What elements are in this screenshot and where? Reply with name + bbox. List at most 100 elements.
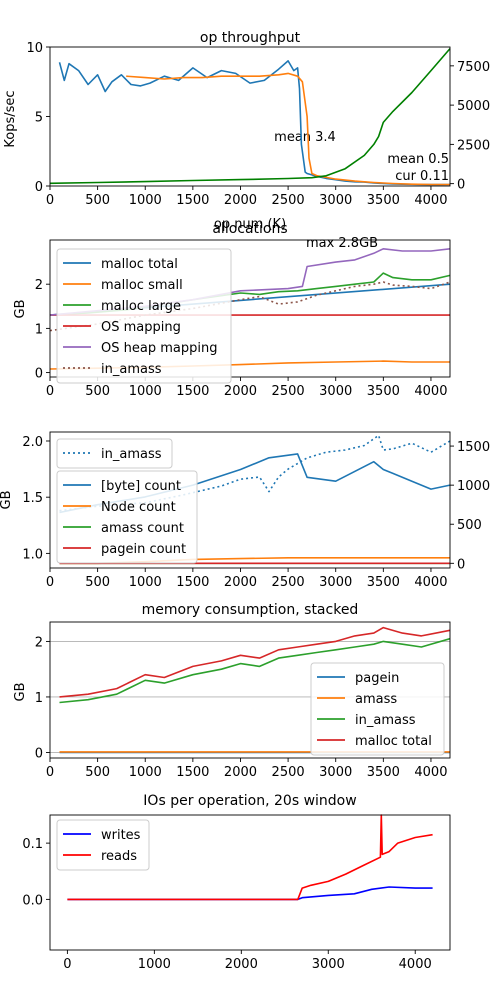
max-annotation: max 2.8GB xyxy=(306,236,378,251)
x-tick-label: 2000 xyxy=(224,193,257,208)
legend-label: [byte] count xyxy=(101,479,181,494)
x-tick-label: 0 xyxy=(46,193,54,208)
legend-box xyxy=(56,248,232,384)
throughput-xlabel: op num (K) xyxy=(214,217,286,232)
current-annotation: cur 0.11 xyxy=(395,169,449,184)
y-tick-label: 0.1 xyxy=(22,837,43,852)
stacked-ylabel: GB xyxy=(13,683,28,702)
legend-box xyxy=(310,662,445,756)
y-tick-label: 0.0 xyxy=(22,893,43,908)
x-tick-label: 1000 xyxy=(129,575,162,590)
y-tick-label: 1.0 xyxy=(22,547,43,562)
legend-label: OS heap mapping xyxy=(101,341,217,356)
x-tick-label: 3500 xyxy=(367,193,400,208)
x-tick-label: 3000 xyxy=(319,193,352,208)
y2-tick-label: 0 xyxy=(457,557,465,572)
x-tick-label: 500 xyxy=(85,384,110,399)
x-tick-label: 4000 xyxy=(414,193,447,208)
x-tick-label: 500 xyxy=(85,575,110,590)
mean-annotation: mean 3.4 xyxy=(274,130,336,145)
y2-tick-label: 2500 xyxy=(457,138,490,153)
x-tick-label: 1500 xyxy=(176,575,209,590)
legend-label: OS mapping xyxy=(101,320,181,335)
x-tick-label: 1000 xyxy=(129,765,162,780)
series-line xyxy=(126,72,450,186)
x-tick-label: 0 xyxy=(46,575,54,590)
x-tick-label: 1000 xyxy=(129,384,162,399)
x-tick-label: 2000 xyxy=(224,575,257,590)
x-tick-label: 2500 xyxy=(272,765,305,780)
counts-ylabel: GB xyxy=(0,491,14,510)
y-tick-label: 0 xyxy=(35,367,43,382)
y-tick-label: 0 xyxy=(35,180,43,195)
x-tick-label: 1000 xyxy=(129,193,162,208)
legend-label: amass count xyxy=(101,521,184,536)
throughput-title: op throughput xyxy=(200,30,301,46)
allocations-ylabel: GB xyxy=(13,300,28,319)
x-tick-label: 2000 xyxy=(224,384,257,399)
series-line xyxy=(49,48,451,185)
x-tick-label: 500 xyxy=(85,765,110,780)
legend-box xyxy=(56,438,173,469)
stacked-title: memory consumption, stacked xyxy=(142,602,359,618)
io-title: IOs per operation, 20s window xyxy=(143,793,356,809)
io-panel: IOs per operation, 20s window 0 1000 2000 3… xyxy=(22,793,451,972)
legend-box xyxy=(56,819,150,871)
legend-label: malloc total xyxy=(101,257,178,272)
y2-tick-label: 500 xyxy=(457,518,482,533)
x-tick-label: 3500 xyxy=(367,384,400,399)
x-tick-label: 3000 xyxy=(319,575,352,590)
axes-frame xyxy=(49,621,451,759)
legend-box xyxy=(56,470,198,564)
x-tick-label: 4000 xyxy=(414,765,447,780)
legend-label: pagein count xyxy=(101,542,186,557)
x-tick-label: 4000 xyxy=(414,384,447,399)
y2-tick-label: 1500 xyxy=(457,440,490,455)
axes-frame xyxy=(49,814,451,951)
y-tick-label: 5 xyxy=(35,111,43,126)
series-line xyxy=(59,637,451,704)
x-tick-label: 3000 xyxy=(319,765,352,780)
x-tick-label: 0 xyxy=(63,957,71,972)
x-tick-label: 2000 xyxy=(224,765,257,780)
axes-frame xyxy=(49,431,451,569)
x-tick-label: 500 xyxy=(85,193,110,208)
legend-label: in_amass xyxy=(101,362,162,377)
y-tick-label: 0 xyxy=(35,746,43,761)
x-tick-label: 3000 xyxy=(312,957,345,972)
counts-panel: GB 0 500 1000 1500 2000 2500 3000 3500 4000 1.0 1.… xyxy=(0,431,490,590)
axes-frame xyxy=(49,239,451,378)
legend-label: reads xyxy=(101,849,137,864)
legend-label: Node count xyxy=(101,500,176,515)
series-line xyxy=(49,281,451,332)
series-line xyxy=(67,814,433,901)
y2-tick-label: 7500 xyxy=(457,60,490,75)
x-tick-label: 0 xyxy=(46,384,54,399)
y-tick-label: 2 xyxy=(35,278,43,293)
y2-tick-label: 0 xyxy=(457,178,465,193)
legend-label: in_amass xyxy=(355,713,416,728)
x-tick-label: 1000 xyxy=(138,957,171,972)
y2-tick-label: 5000 xyxy=(457,99,490,114)
throughput-panel: op throughput Kops/sec op num (K) mean 3… xyxy=(3,30,490,232)
legend-label: amass xyxy=(355,692,397,707)
series-line xyxy=(59,626,451,698)
y-tick-label: 1.5 xyxy=(22,491,43,506)
y-tick-label: 1 xyxy=(35,691,43,706)
allocations-panel: allocations GB max 2.8GB 0 500 1000 1500 200… xyxy=(13,221,451,399)
mean-late-annotation: mean 0.5 xyxy=(387,152,449,167)
stacked-panel: memory consumption, stacked GB 0 500 1000 1… xyxy=(13,602,451,780)
throughput-ylabel: Kops/sec xyxy=(3,90,18,147)
legend-label: writes xyxy=(101,828,141,843)
x-tick-label: 0 xyxy=(46,765,54,780)
x-tick-label: 1500 xyxy=(176,193,209,208)
x-tick-label: 2500 xyxy=(272,193,305,208)
x-tick-label: 1500 xyxy=(176,384,209,399)
x-tick-label: 1500 xyxy=(176,765,209,780)
x-tick-label: 3500 xyxy=(367,575,400,590)
y-tick-label: 1 xyxy=(35,322,43,337)
y2-tick-label: 1000 xyxy=(457,479,490,494)
x-tick-label: 3000 xyxy=(319,384,352,399)
allocations-title: allocations xyxy=(212,221,287,237)
